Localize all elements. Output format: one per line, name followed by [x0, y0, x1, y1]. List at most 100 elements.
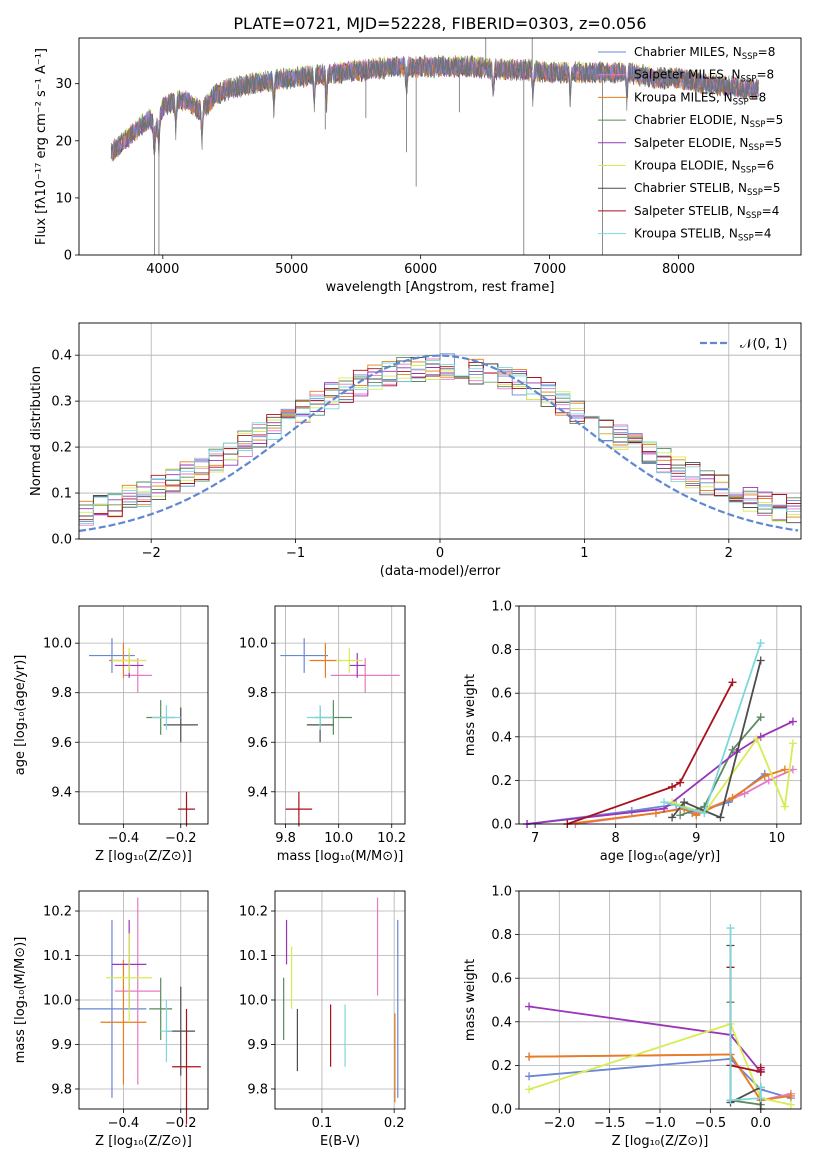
y-tick-label: 9.4: [247, 785, 268, 800]
y-tick-label: 9.9: [247, 1038, 268, 1053]
plus-marker: [525, 1085, 534, 1094]
y-tick-label: 10: [55, 191, 72, 206]
spectrum-lines: [110, 38, 759, 255]
errorbar-point: [280, 638, 329, 673]
x-tick-label: 7: [531, 831, 539, 846]
legend-entry: Salpeter ELODIE, NSSP=5: [634, 136, 782, 153]
plus-marker: [788, 739, 797, 748]
y-tick-label: 0.2: [491, 1059, 512, 1074]
x-axis-label: age [log₁₀(age/yr)]: [600, 849, 721, 864]
errorbar-point: [336, 648, 363, 673]
plus-marker: [728, 745, 737, 754]
axes-frame: [78, 890, 209, 1110]
weight-series-line: [528, 1005, 762, 1075]
weight-series: [676, 713, 765, 820]
weight-series-line: [566, 681, 734, 825]
x-tick-label: 1: [580, 546, 588, 561]
x-tick-label: 2: [725, 546, 733, 561]
y-tick-label: 9.6: [247, 736, 268, 751]
weight-series-line: [529, 1057, 792, 1099]
x-tick-label: −0.2: [165, 1116, 197, 1131]
plus-marker: [756, 713, 765, 722]
plus-marker: [668, 782, 677, 791]
y-tick-label: 0.4: [51, 349, 72, 364]
plus-marker: [525, 1002, 534, 1011]
weight-series: [563, 678, 737, 828]
y-axis-label: age [log₁₀(age/yr)]: [13, 655, 28, 776]
legend-entry: Salpeter STELIB, NSSP=4: [634, 204, 779, 221]
x-tick-label: 5000: [275, 262, 308, 277]
x-axis-label: Z [log₁₀(Z/Z⊙)]: [95, 1134, 192, 1149]
figure-title: PLATE=0721, MJD=52228, FIBERID=0303, z=0…: [233, 14, 646, 33]
errorbar-point: [89, 638, 135, 673]
plus-marker: [752, 734, 761, 743]
plus-marker: [726, 1096, 735, 1105]
residual-histogram-panel: −2 −1 0 1 2 0.0 0.1 0.2 0.3 0.4 (data-model)/error…: [29, 322, 802, 579]
y-tick-label: 1.0: [491, 885, 512, 900]
x-tick-label: 10.0: [324, 831, 353, 846]
y-tick-label: 0.0: [491, 1103, 512, 1118]
legend-entry: Kroupa MILES, NSSP=8: [634, 90, 766, 107]
y-tick-label: 30: [55, 77, 72, 92]
plus-marker: [525, 1072, 534, 1081]
axes-frame: [518, 605, 802, 825]
errorbar-point: [172, 1008, 201, 1125]
y-axis-label: mass weight: [463, 959, 478, 1041]
y-tick-label: 10.1: [239, 949, 268, 964]
weight-series: [523, 717, 797, 828]
y-tick-label: 9.8: [247, 1082, 268, 1097]
plus-marker: [716, 813, 725, 822]
plus-marker: [764, 776, 773, 785]
plus-marker: [780, 765, 789, 774]
y-tick-label: 0.8: [491, 643, 512, 658]
y-tick-label: 9.9: [51, 1038, 72, 1053]
y-tick-label: 10.0: [239, 994, 268, 1009]
y-tick-label: 20: [55, 134, 72, 149]
x-tick-label: −0.4: [108, 1116, 140, 1131]
mass-vs-metallicity-panel: −0.4 −0.2 9.8 9.9 10.0 10.1 10.2 Z [log₁₀(Z/Z⊙)…: [13, 890, 209, 1149]
x-tick-label: 10.2: [377, 831, 406, 846]
weight-series-line: [729, 967, 762, 1074]
errorbar-point: [111, 648, 147, 673]
x-tick-label: 7000: [533, 262, 566, 277]
y-tick-label: 10.1: [43, 949, 72, 964]
y-tick-label: 0.1: [51, 487, 72, 502]
plus-marker: [756, 732, 765, 741]
weight-series: [563, 765, 789, 828]
y-tick-label: 0.0: [491, 818, 512, 833]
axes-frame: [274, 890, 406, 1110]
weight-series-line: [528, 1022, 792, 1106]
y-tick-label: 0.8: [491, 928, 512, 943]
y-tick-label: 10.0: [43, 994, 72, 1009]
y-tick-label: 9.8: [247, 686, 268, 701]
x-tick-label: 10: [769, 831, 786, 846]
legend-entry: Kroupa STELIB, NSSP=4: [634, 227, 772, 244]
axes-frame: [518, 890, 802, 1110]
legend-entry: 𝒩(0, 1): [740, 337, 787, 352]
weight-series-line: [671, 660, 762, 819]
x-axis-label: Z [log₁₀(Z/Z⊙)]: [95, 849, 192, 864]
y-tick-label: 0.0: [51, 533, 72, 548]
x-tick-label: −1.0: [644, 1116, 676, 1131]
y-axis-label: mass [log₁₀(M/M⊙)]: [13, 937, 28, 1064]
x-axis-label: E(B-V): [320, 1134, 360, 1149]
plus-marker: [786, 1091, 795, 1100]
plus-marker: [780, 802, 789, 811]
plus-marker: [756, 639, 765, 648]
histogram-steps: [79, 353, 801, 532]
weight-series-line: [729, 928, 762, 1102]
y-tick-label: 10.0: [43, 637, 72, 652]
weight-series-line: [679, 716, 762, 817]
histogram-series: [79, 362, 801, 521]
errorbar-point: [77, 919, 147, 1098]
plus-marker: [756, 1063, 765, 1072]
y-tick-label: 10.2: [239, 905, 268, 920]
plus-marker: [760, 772, 769, 781]
y-tick-label: 10.2: [43, 905, 72, 920]
mass-weight-vs-metallicity-panel: −2.0 −1.5 −1.0 −0.5 0.0 0.0 0.2 0.4 0.6 0.8 1.0 Z […: [463, 885, 802, 1149]
x-axis-label: mass [log₁₀(M/M⊙)]: [277, 849, 404, 864]
x-tick-label: 8: [612, 831, 620, 846]
plus-marker: [668, 813, 677, 822]
plus-marker: [756, 656, 765, 665]
